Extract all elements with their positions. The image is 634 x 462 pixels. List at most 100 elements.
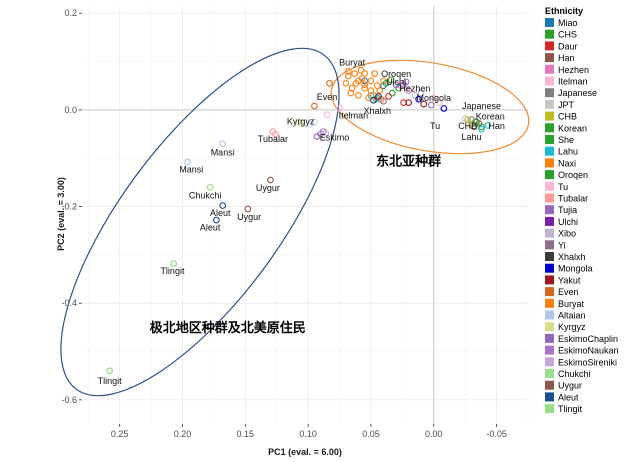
point-buryat bbox=[361, 70, 369, 78]
legend-label-han: Han bbox=[558, 53, 575, 63]
point-naxi bbox=[342, 79, 350, 87]
label-aleut: Aleut bbox=[200, 223, 221, 233]
label-mansi: Mansi bbox=[179, 165, 203, 175]
point-tubalar bbox=[272, 130, 279, 138]
point-yakut bbox=[405, 99, 412, 106]
legend-label-yakut: Yakut bbox=[558, 275, 581, 285]
y-axis-title: PC2 (eval. = 3.00) bbox=[56, 177, 66, 251]
x-tick-label: -0.05 bbox=[486, 429, 507, 439]
y-tick-label: -0.6 bbox=[61, 395, 77, 405]
label-chukchi: Chukchi bbox=[189, 190, 222, 200]
point-naxi bbox=[344, 72, 352, 80]
legend-label-ulchi: Ulchi bbox=[558, 217, 578, 227]
legend-swatch-tlingit bbox=[545, 404, 554, 414]
label-japanese: Japanese bbox=[462, 101, 501, 111]
legend-label-tlingit: Tlingit bbox=[558, 404, 583, 414]
arctic-ellipse bbox=[60, 47, 340, 397]
legend-swatch-eskimosireniki bbox=[545, 357, 554, 367]
label-oroqen: Oroqen bbox=[381, 69, 411, 79]
point-daur bbox=[400, 99, 407, 106]
legend-swatch-miao bbox=[545, 18, 554, 27]
y-tick-label: 0.0 bbox=[64, 105, 77, 115]
legend-label-altaian: Altaian bbox=[558, 311, 586, 321]
legend-swatch-even bbox=[545, 287, 554, 297]
label-korean: Korean bbox=[476, 112, 505, 122]
point-xibo bbox=[417, 89, 425, 97]
point-korean bbox=[478, 123, 485, 131]
point-naxi bbox=[352, 79, 360, 87]
label-tu: Tu bbox=[430, 121, 440, 131]
point-ulchi bbox=[427, 101, 435, 109]
legend-swatch-kyrgyz bbox=[545, 322, 554, 332]
point-naxi bbox=[367, 77, 375, 85]
legend-label-eskimonaukan: EskimoNaukan bbox=[558, 346, 619, 356]
point-buryat bbox=[344, 67, 352, 75]
legend-label-eskimochaplin: EskimoChaplin bbox=[558, 334, 618, 344]
point-even bbox=[326, 79, 333, 87]
point-mansi bbox=[184, 158, 191, 166]
label-eskimo: Eskimo bbox=[320, 132, 350, 142]
legend-label-yi: Yi bbox=[558, 240, 566, 250]
x-axis-title: PC1 (eval. = 6.00) bbox=[268, 447, 342, 457]
legend-swatch-tu bbox=[545, 181, 554, 191]
label-tlingit: Tlingit bbox=[98, 376, 123, 386]
legend-label-oroqen: Oroqen bbox=[558, 170, 588, 180]
legend-label-mongola: Mongola bbox=[558, 264, 593, 274]
point-chukchi bbox=[206, 183, 214, 191]
point-itelman bbox=[336, 105, 343, 112]
point-altaian bbox=[307, 121, 315, 128]
point-even bbox=[311, 102, 318, 110]
point-tlingit bbox=[106, 367, 113, 375]
legend-swatch-eskimochaplin bbox=[545, 333, 554, 343]
point-mongola bbox=[415, 95, 423, 103]
point-oroqen bbox=[387, 76, 395, 84]
point-uygur bbox=[267, 176, 274, 184]
legend-swatch-hezhen bbox=[545, 64, 554, 74]
y-tick-label: -0.4 bbox=[61, 298, 77, 308]
label-uygur: Uygur bbox=[256, 183, 280, 193]
x-tick-label: 0.25 bbox=[111, 429, 129, 439]
label-tlingit: Tlingit bbox=[160, 266, 185, 276]
point-daur bbox=[385, 93, 392, 100]
label-itelman: Itelman bbox=[339, 111, 369, 121]
point-naxi bbox=[371, 70, 379, 78]
point-yi bbox=[380, 97, 387, 105]
legend-swatch-aleut bbox=[545, 392, 554, 402]
point-tlingit bbox=[170, 260, 178, 267]
grid-lines bbox=[82, 6, 529, 424]
point-naxi bbox=[361, 84, 369, 92]
label-buryat: Buryat bbox=[339, 57, 366, 67]
point-yakut bbox=[420, 100, 428, 108]
legend-swatch-yi bbox=[545, 240, 554, 250]
legend-label-chukchi: Chukchi bbox=[558, 369, 591, 379]
point-xhalxh bbox=[375, 93, 382, 100]
point-naxi bbox=[361, 81, 369, 89]
legend-swatch-lahu bbox=[545, 146, 554, 156]
point-ulchi bbox=[400, 81, 407, 89]
legend-swatch-ulchi bbox=[545, 216, 554, 226]
legend-label-daur: Daur bbox=[558, 41, 578, 51]
point-aleut bbox=[219, 202, 227, 209]
x-tick-label: 0.10 bbox=[299, 429, 317, 439]
legend-label-she: She bbox=[558, 135, 574, 145]
point-xhalxh bbox=[370, 96, 377, 104]
label-ulchi: Ulchi bbox=[386, 77, 406, 87]
label-mansi: Mansi bbox=[211, 147, 235, 157]
x-tick-label: 0.00 bbox=[425, 429, 443, 439]
point-tu bbox=[435, 99, 443, 106]
legend-swatch-eskimonaukan bbox=[545, 345, 554, 355]
legend-label-aleut: Aleut bbox=[558, 392, 579, 402]
legend-swatch-tujia bbox=[545, 205, 554, 215]
legend-swatch-buryat bbox=[545, 298, 554, 308]
legend-label-jpt: JPT bbox=[558, 100, 575, 110]
legend-swatch-daur bbox=[545, 41, 554, 51]
legend-label-chs: CHS bbox=[558, 30, 577, 40]
cluster-ellipses bbox=[60, 47, 530, 397]
legend-swatch-mongola bbox=[545, 263, 554, 273]
legend-label-japanese: Japanese bbox=[558, 88, 597, 98]
legend-label-lahu: Lahu bbox=[558, 147, 578, 157]
legend-label-chb: CHB bbox=[558, 112, 577, 122]
point-naxi bbox=[367, 87, 375, 94]
